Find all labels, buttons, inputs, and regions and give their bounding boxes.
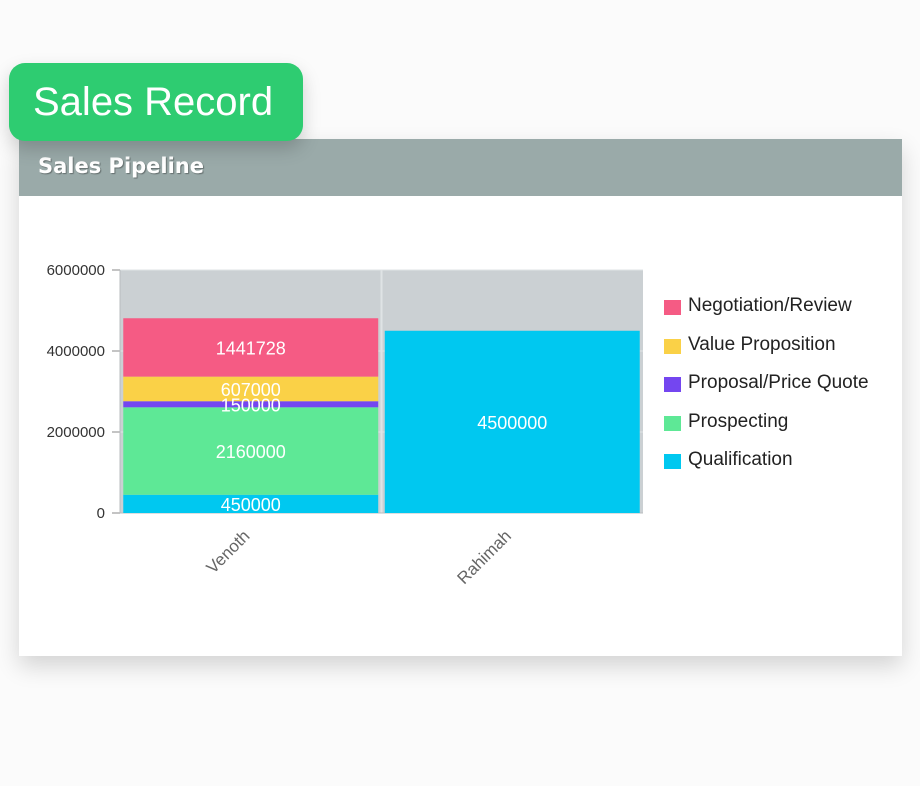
section-badge: Sales Record	[9, 63, 303, 141]
legend-label: Negotiation/Review	[688, 295, 852, 316]
chart-legend: Negotiation/Review Value Proposition Propo…	[664, 295, 869, 488]
legend-item[interactable]: Value Proposition	[664, 334, 869, 373]
card-title: Sales Pipeline	[38, 154, 205, 178]
legend-swatch	[664, 415, 681, 431]
legend-swatch	[664, 300, 681, 315]
legend-item[interactable]: Negotiation/Review	[664, 295, 869, 334]
legend-item[interactable]: Proposal/Price Quote	[664, 372, 869, 411]
legend-swatch	[664, 454, 681, 469]
card-header: Sales Pipeline	[19, 139, 902, 196]
legend-swatch	[664, 338, 681, 354]
legend-label: Proposal/Price Quote	[688, 372, 869, 393]
legend-item[interactable]: Prospecting	[664, 411, 869, 450]
badge-label: Sales Record	[33, 80, 274, 124]
legend-item[interactable]: Qualification	[664, 449, 869, 488]
legend-label: Qualification	[688, 449, 793, 470]
legend-label: Prospecting	[688, 410, 789, 432]
legend-swatch	[664, 377, 681, 392]
legend-label: Value Proposition	[688, 333, 836, 355]
